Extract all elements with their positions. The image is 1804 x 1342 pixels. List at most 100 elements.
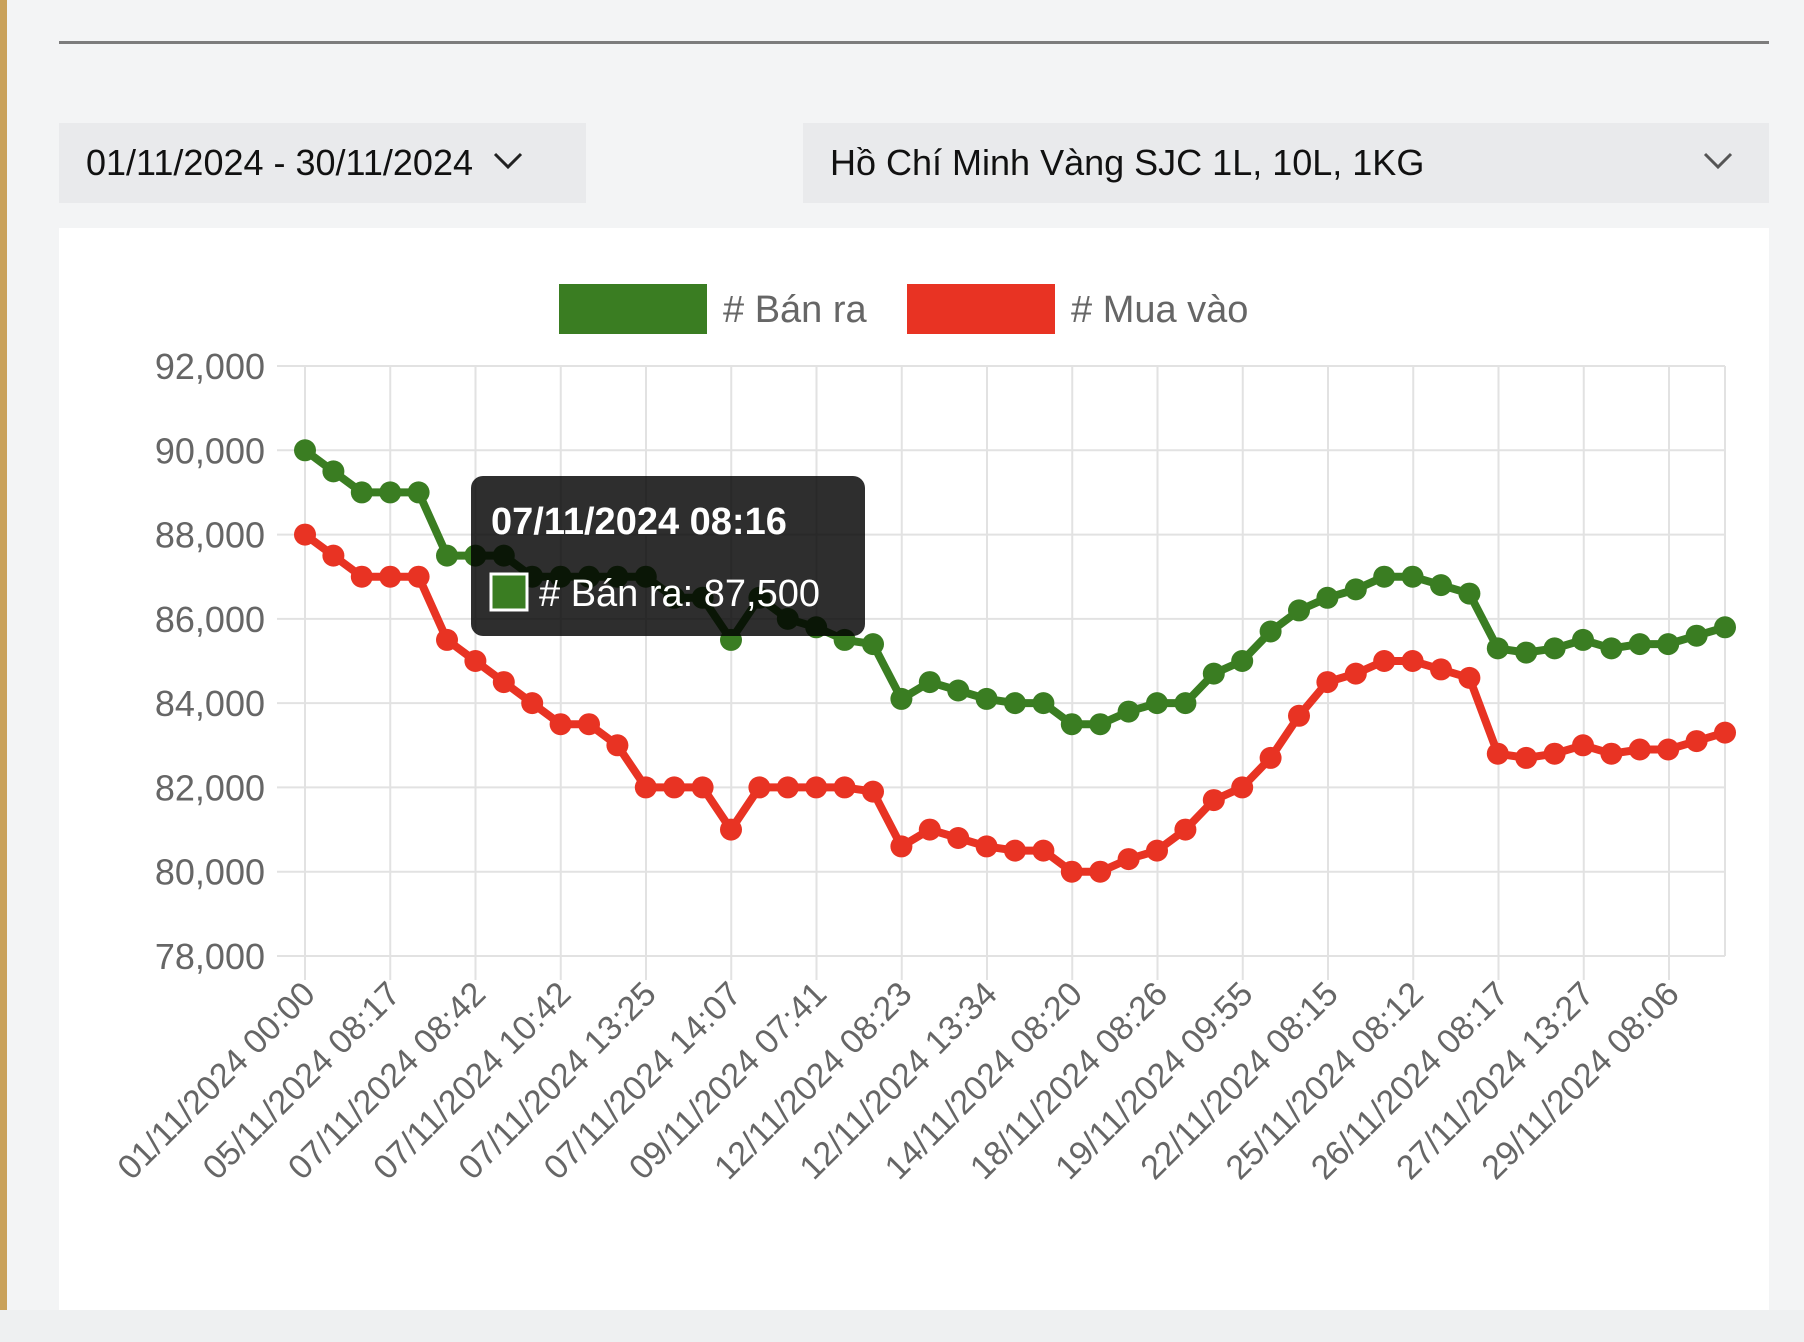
data-point (1600, 637, 1623, 660)
y-tick-label: 84,000 (155, 683, 265, 724)
data-point (379, 481, 402, 504)
y-tick-label: 90,000 (155, 430, 265, 471)
data-point (1401, 565, 1424, 588)
data-point (1515, 641, 1538, 664)
tooltip-value: # Bán ra: 87,500 (539, 573, 820, 615)
y-tick-label: 92,000 (155, 346, 265, 387)
data-point (748, 776, 771, 799)
data-point (379, 565, 402, 588)
data-point (492, 671, 515, 694)
data-point (1231, 650, 1254, 672)
data-point (1259, 620, 1282, 643)
chart-card: 92,000 90,000 88,000 86,000 84,000 82,000 80,0… (59, 228, 1769, 1310)
legend-item-0: # Bán ra (559, 284, 868, 334)
y-tick-label: 88,000 (155, 515, 265, 556)
data-point (521, 692, 544, 715)
data-point (606, 734, 629, 757)
y-tick-label: 86,000 (155, 599, 265, 640)
data-point (322, 544, 345, 567)
data-point (407, 481, 430, 504)
data-point (1288, 599, 1310, 622)
title-divider (59, 41, 1769, 44)
data-point (294, 439, 316, 462)
data-point (833, 776, 856, 799)
tooltip: 07/11/2024 08:16 # Bán ra: 87,500 (471, 476, 865, 636)
data-point (1202, 662, 1225, 685)
data-point (720, 818, 742, 841)
data-point (1089, 860, 1112, 883)
data-point (578, 713, 600, 736)
data-point (1430, 574, 1452, 597)
data-point (1174, 818, 1197, 841)
data-point (1515, 746, 1538, 769)
data-point (1202, 789, 1225, 812)
data-point (947, 827, 970, 849)
data-point (1572, 734, 1594, 757)
left-accent-bar (0, 0, 7, 1342)
data-point (1117, 848, 1140, 871)
legend-swatch (559, 284, 707, 334)
data-point (350, 565, 373, 588)
data-point (1316, 671, 1339, 694)
data-point (805, 776, 828, 799)
data-point (1458, 666, 1481, 689)
data-point (1373, 650, 1396, 672)
data-point (1714, 616, 1736, 639)
legend-label: # Mua vào (1071, 289, 1248, 331)
data-point (691, 776, 714, 799)
data-point (1430, 658, 1452, 681)
data-point (1714, 721, 1736, 744)
data-point (464, 650, 487, 672)
data-point (1543, 742, 1566, 765)
data-point (407, 565, 430, 588)
data-point (1486, 637, 1509, 660)
product-value: Hồ Chí Minh Vàng SJC 1L, 10L, 1KG (830, 142, 1425, 183)
data-point (1117, 700, 1140, 723)
data-point (1628, 633, 1651, 656)
tooltip-box (471, 476, 865, 636)
data-point (1543, 637, 1566, 660)
data-point (918, 671, 941, 694)
legend-swatch (907, 284, 1055, 334)
data-point (975, 687, 998, 710)
data-point (436, 544, 458, 567)
data-point (890, 835, 913, 858)
data-point (862, 780, 884, 803)
data-point (1174, 692, 1197, 715)
data-point (1685, 730, 1708, 753)
data-point (1060, 713, 1083, 736)
data-point (1032, 692, 1055, 715)
product-select[interactable]: Hồ Chí Minh Vàng SJC 1L, 10L, 1KG (803, 123, 1769, 203)
legend-item-1: # Mua vào (907, 284, 1248, 334)
legend-label: # Bán ra (723, 289, 868, 331)
chevron-down-icon (493, 152, 523, 175)
data-point (1685, 624, 1708, 647)
price-line-chart: 92,000 90,000 88,000 86,000 84,000 82,000 80,0… (110, 284, 1736, 1187)
date-range-value: 01/11/2024 - 30/11/2024 (86, 142, 473, 183)
date-range-select[interactable]: 01/11/2024 - 30/11/2024 (59, 123, 586, 203)
data-point (1458, 582, 1481, 605)
data-point (1344, 662, 1367, 685)
data-point (1032, 839, 1055, 862)
data-point (975, 835, 998, 858)
data-point (1231, 776, 1254, 799)
data-point (1004, 692, 1026, 715)
data-point (549, 713, 572, 736)
data-point (1004, 839, 1026, 862)
data-point (1486, 742, 1509, 765)
data-point (1259, 746, 1282, 769)
data-point (322, 460, 345, 483)
data-point (1060, 860, 1083, 883)
data-point (1373, 565, 1396, 588)
data-point (1146, 692, 1168, 715)
data-point (1401, 650, 1424, 672)
data-point (634, 776, 657, 799)
data-point (862, 633, 884, 656)
data-point (890, 687, 913, 710)
data-point (947, 679, 970, 702)
tooltip-title: 07/11/2024 08:16 (491, 501, 787, 543)
chevron-down-icon (1703, 152, 1733, 175)
data-point (1288, 704, 1310, 727)
data-point (350, 481, 373, 504)
data-point (1316, 586, 1339, 609)
